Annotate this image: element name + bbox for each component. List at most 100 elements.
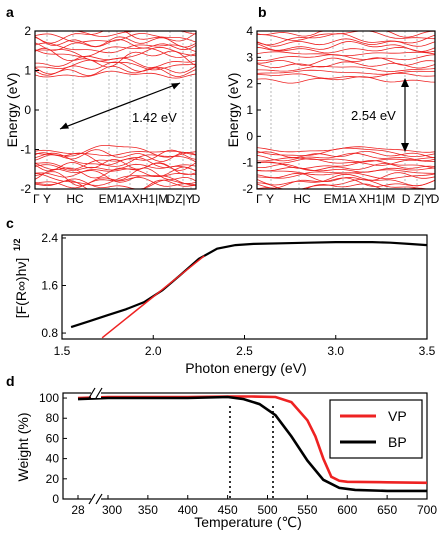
band-line xyxy=(34,176,197,189)
x-tick-label: 550 xyxy=(297,503,317,517)
band-line xyxy=(34,166,197,183)
x-tick-label: DZ|Y xyxy=(166,192,193,206)
panel-b: -2 -1 0 1 2 3 4 Energy (eV) Γ Y HC EM1A XH1|M D Z|… xyxy=(225,24,440,206)
y-tick-label: 1 xyxy=(246,103,253,117)
x-tick-label: 3.0 xyxy=(327,344,344,358)
y-tick-label: -2 xyxy=(242,182,253,196)
panel-label-b: b xyxy=(258,4,267,20)
band-line xyxy=(34,39,197,51)
band-line xyxy=(256,147,436,157)
y-tick-label: 80 xyxy=(46,411,60,425)
band-line xyxy=(256,76,436,84)
band-line xyxy=(256,72,436,79)
panel-d-break-top-1 xyxy=(88,387,96,399)
band-line xyxy=(34,162,197,179)
band-line xyxy=(256,33,436,46)
panel-d-ylabel: Weight (%) xyxy=(15,413,31,482)
y-tick-label: 1.6 xyxy=(41,279,58,293)
band-line xyxy=(34,145,197,158)
y-tick-label: 2.4 xyxy=(41,231,58,245)
x-tick-label: 700 xyxy=(417,503,437,517)
band-line xyxy=(256,66,436,72)
band-line xyxy=(256,46,436,54)
panel-d-xlabel: Temperature (℃) xyxy=(194,514,302,530)
band-line xyxy=(256,163,436,172)
panel-d-break-bottom-1 xyxy=(88,493,96,505)
x-tick-label: Γ Y xyxy=(33,192,51,206)
panel-b-gap-arrowhead-bottom xyxy=(401,143,409,152)
x-tick-label: D xyxy=(431,192,440,206)
panel-b-ylabel: Energy (eV) xyxy=(225,73,241,148)
y-tick-label: 2 xyxy=(24,24,31,38)
band-line xyxy=(34,178,197,190)
panel-c-ylabel: [F(R∞)hν] xyxy=(13,258,29,319)
x-tick-label: 2.5 xyxy=(236,344,253,358)
x-tick-label: HC xyxy=(66,192,84,206)
x-tick-label: 400 xyxy=(178,503,198,517)
band-line xyxy=(256,151,436,159)
panel-a-gap-arrowhead-end xyxy=(171,83,180,90)
panel-a-gap-label: 1.42 eV xyxy=(132,110,177,125)
panel-d-series-bp xyxy=(77,395,427,493)
y-tick-label: 4 xyxy=(246,24,253,38)
y-tick-label: 3 xyxy=(246,50,253,64)
band-line xyxy=(256,160,436,169)
band-line xyxy=(256,146,436,153)
panel-c-ticks: 1.5 2.0 2.5 3.0 3.5 0.8 1.6 2.4 xyxy=(41,231,435,358)
band-line xyxy=(34,149,197,157)
band-line xyxy=(256,166,436,173)
x-tick-label: D xyxy=(192,192,201,206)
band-line xyxy=(256,158,436,166)
x-tick-label: 2.0 xyxy=(145,344,162,358)
x-tick-label: 650 xyxy=(377,503,397,517)
band-line xyxy=(34,46,197,62)
panel-b-y-ticks: -2 -1 0 1 2 3 4 xyxy=(242,24,261,196)
panel-d-frame xyxy=(62,392,428,500)
x-tick-label: EM1A xyxy=(324,192,357,206)
x-tick-label: 350 xyxy=(138,503,158,517)
panel-d-ticks: 28 300 350 400 450 500 550 600 650 700 0 20 40 60 80 10… xyxy=(39,391,437,517)
panel-d-break-bottom-2 xyxy=(95,493,103,505)
x-tick-label: HC xyxy=(293,192,311,206)
y-tick-label: 100 xyxy=(39,391,59,405)
panel-d: 28 300 350 400 450 500 550 600 650 700 0 20 40 60 80 10… xyxy=(15,387,437,530)
band-line xyxy=(34,65,197,77)
band-line xyxy=(256,157,436,163)
x-tick-label: 600 xyxy=(337,503,357,517)
panel-a-x-tick-labels: Γ Y HC EM1A XH1|MDZ|YD xyxy=(33,192,201,206)
panel-c-absorption-curve xyxy=(70,241,428,329)
y-tick-label: 60 xyxy=(46,431,60,445)
panel-c-tauc-fit-line xyxy=(101,255,205,339)
band-line xyxy=(256,30,436,41)
x-tick-label: 3.5 xyxy=(419,344,436,358)
band-line xyxy=(34,152,197,167)
band-line xyxy=(256,41,436,52)
y-tick-label: 20 xyxy=(46,472,60,486)
panel-c-ylabel-superscript: 1/2 xyxy=(12,238,22,251)
y-tick-label: 0.8 xyxy=(41,326,58,340)
band-line xyxy=(34,47,197,68)
band-line xyxy=(256,51,436,57)
x-tick-label: D Z|Y xyxy=(402,192,432,206)
y-tick-label: -2 xyxy=(20,182,31,196)
panel-d-break-top-mask xyxy=(91,388,101,398)
panel-label-c: c xyxy=(6,215,14,231)
x-tick-label: 1.5 xyxy=(54,344,71,358)
x-tick-label: EM1A xyxy=(99,192,132,206)
panel-b-band-structure xyxy=(256,30,436,190)
y-tick-label: 1 xyxy=(24,64,31,78)
band-line xyxy=(256,69,436,75)
panel-c: 1.5 2.0 2.5 3.0 3.5 0.8 1.6 2.4 Photon energy (… xyxy=(12,231,436,376)
panel-c-ylabel-group: [F(R∞)hν] 1/2 xyxy=(12,238,29,318)
legend-bp-label: BP xyxy=(388,434,407,450)
x-tick-label: XH1|M xyxy=(359,192,395,206)
band-line xyxy=(256,38,436,47)
band-line xyxy=(34,33,197,43)
x-tick-label: 28 xyxy=(71,503,85,517)
panel-d-break-top-2 xyxy=(95,387,103,399)
x-tick-label: 300 xyxy=(102,503,122,517)
panel-label-a: a xyxy=(6,4,14,20)
band-line xyxy=(35,30,197,38)
x-tick-label: 450 xyxy=(218,503,238,517)
